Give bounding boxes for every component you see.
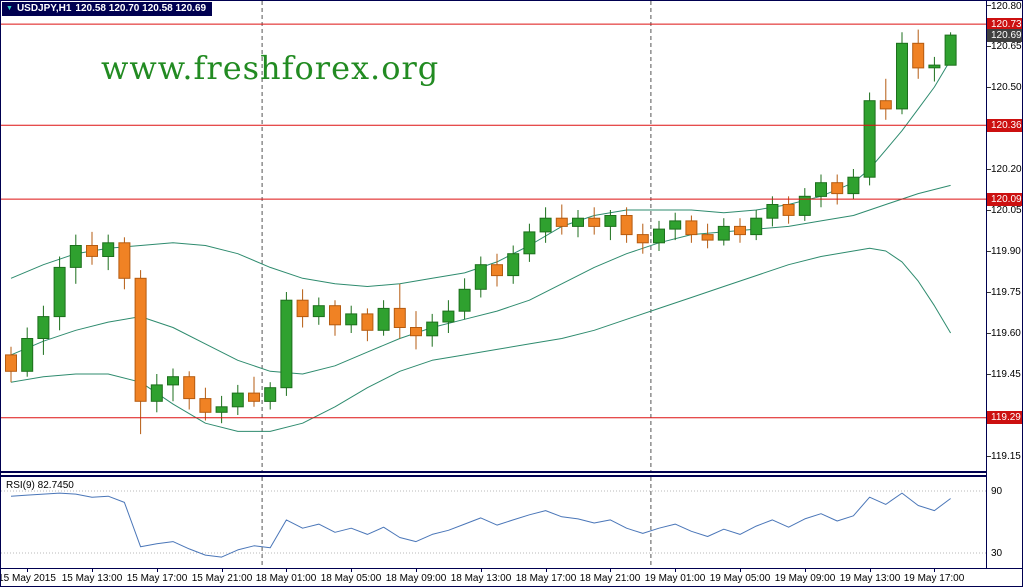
time-tick-mark [740,569,741,572]
time-axis-label: 18 May 01:00 [255,573,317,584]
pane-separator[interactable] [1,471,1022,477]
time-axis-label: 19 May 01:00 [644,573,706,584]
time-tick-mark [481,569,482,572]
time-axis-label: 18 May 09:00 [385,573,447,584]
price-tick-mark [987,374,991,375]
time-tick-mark [870,569,871,572]
price-tick-mark [987,46,991,47]
price-tick-label: 119.75 [991,287,1021,298]
time-axis-label: 19 May 17:00 [903,573,965,584]
price-tick-label: 119.15 [991,451,1021,462]
rsi-indicator-label: RSI(9) 82.7450 [6,480,74,491]
time-axis-label: 18 May 17:00 [515,573,577,584]
time-tick-mark [27,569,28,572]
price-chart-canvas[interactable] [1,1,986,471]
price-tick-mark [987,333,991,334]
chart-ohlc-readout: 120.58 120.70 120.58 120.69 [75,3,207,14]
price-axis[interactable]: 120.80 120.65 120.50 120.20 120.05 119.90 119.… [986,1,1022,568]
price-tick-mark [987,87,991,88]
time-tick-mark [416,569,417,572]
price-tick-mark [987,292,991,293]
time-tick-mark [546,569,547,572]
time-tick-mark [351,569,352,572]
rsi-scale-label: 90 [991,486,1003,497]
bollinger-upper-band [10,59,952,287]
price-badge-level: 120.73 [987,18,1022,31]
time-tick-mark [934,569,935,572]
price-tick-label: 119.45 [991,369,1021,380]
price-tick-label: 120.80 [991,1,1022,12]
rsi-scale-label: 30 [991,548,1003,559]
time-tick-mark [222,569,223,572]
time-tick-mark [286,569,287,572]
time-axis-label: 15 May 2015 [0,573,56,584]
time-axis-label: 19 May 09:00 [774,573,836,584]
time-axis-label: 19 May 13:00 [839,573,901,584]
time-axis-label: 15 May 13:00 [61,573,123,584]
time-axis-label: 19 May 05:00 [709,573,771,584]
price-tick-label: 120.20 [991,164,1022,175]
price-tick-mark [987,5,991,6]
rsi-indicator-canvas[interactable] [1,477,986,568]
time-axis-label: 18 May 05:00 [320,573,382,584]
price-badge-bid: 120.69 [987,29,1022,42]
price-badge-level: 119.29 [987,411,1022,424]
price-tick-label: 119.60 [991,328,1021,339]
time-axis-label: 15 May 17:00 [126,573,188,584]
price-tick-label: 119.90 [991,246,1021,257]
time-axis-label: 18 May 21:00 [579,573,641,584]
time-axis[interactable]: 15 May 2015 15 May 13:00 15 May 17:00 15 Ma… [0,568,1022,586]
price-tick-mark [987,210,991,211]
time-axis-label: 18 May 13:00 [450,573,512,584]
candles-layer [5,29,957,435]
price-tick-label: 120.50 [991,82,1022,93]
price-tick-label: 120.65 [991,41,1022,52]
price-tick-label: 120.05 [991,205,1022,216]
price-tick-mark [987,169,991,170]
price-tick-mark [987,251,991,252]
bollinger-lower-band [10,247,952,432]
price-badge-level: 120.36 [987,119,1022,132]
bollinger-middle-band [10,184,951,375]
time-tick-mark [157,569,158,572]
time-tick-mark [92,569,93,572]
chart-symbol-period: USDJPY,H1 [16,3,72,14]
chart-title-bar: ▼ USDJPY,H1 120.58 120.70 120.58 120.69 [2,2,213,16]
price-tick-mark [987,456,991,457]
time-tick-mark [805,569,806,572]
price-badge-level: 120.09 [987,193,1022,206]
broker-watermark: www.freshforex.org [101,49,440,87]
rsi-line [10,492,951,558]
symbol-icon: ▼ [6,4,13,12]
time-axis-label: 15 May 21:00 [191,573,253,584]
time-tick-mark [675,569,676,572]
time-tick-mark [610,569,611,572]
